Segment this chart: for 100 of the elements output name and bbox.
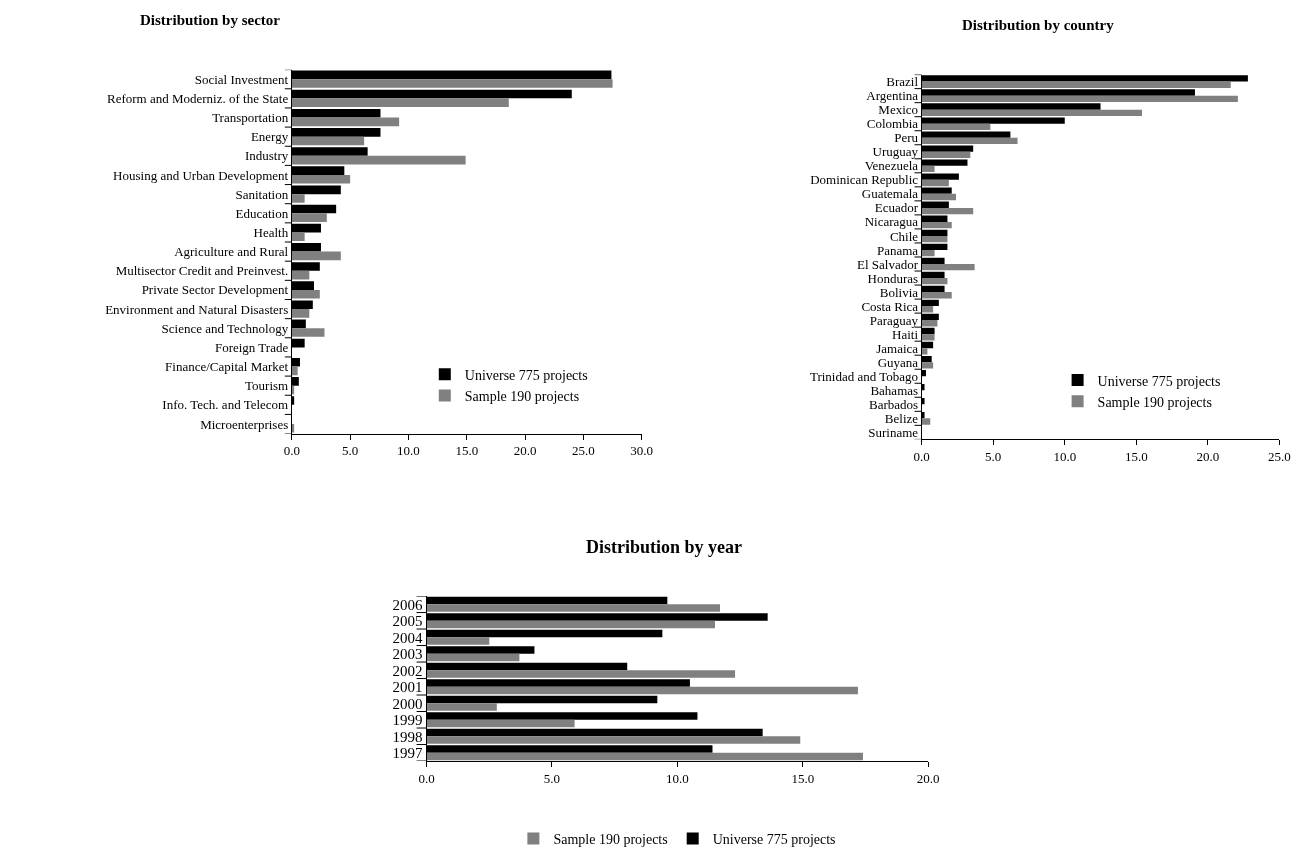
y-tick-label: Industry [244, 148, 289, 164]
y-tick-label: Suriname [868, 424, 919, 440]
x-tick-label: 15.0 [455, 443, 479, 459]
chart-title: Distribution by country [962, 17, 1115, 33]
bar [426, 604, 721, 612]
x-tick-label: 20.0 [916, 770, 940, 786]
bar [426, 653, 520, 662]
bar [921, 193, 957, 201]
bar [921, 264, 975, 271]
bar [426, 670, 736, 678]
y-tick-label: Science and Technology [161, 320, 289, 336]
bar [921, 235, 948, 243]
bar [921, 165, 935, 173]
y-tick-label: Microenterprises [200, 416, 289, 432]
bar [921, 207, 974, 215]
bar [426, 752, 863, 761]
bar [921, 334, 935, 341]
y-tick-label: Mexico [878, 102, 919, 118]
legend-label: Universe 775 projects [712, 832, 836, 848]
bar [291, 136, 365, 146]
y-tick-label: Barbados [868, 396, 919, 412]
bar [291, 270, 310, 280]
y-tick-label: Health [253, 225, 289, 240]
bar [291, 98, 509, 107]
chart-title: Distribution by year [586, 537, 743, 557]
y-tick-label: Uruguay [872, 144, 919, 160]
y-tick-label: Nicaragua [864, 214, 919, 230]
x-tick-label: 20.0 [1196, 448, 1220, 464]
y-tick-label: Agriculture and Rural [174, 244, 289, 260]
y-tick-label: 1999 [392, 712, 423, 729]
y-tick-label: Brazil [886, 74, 919, 90]
bar [291, 194, 305, 203]
bar [426, 719, 575, 728]
bar [291, 174, 351, 184]
bar [921, 292, 952, 299]
bar [291, 423, 295, 433]
x-tick-label: 25.0 [1268, 448, 1291, 464]
bar [291, 328, 325, 337]
bar [921, 179, 949, 187]
bar [291, 251, 341, 261]
bar [921, 221, 952, 229]
x-tick-label: 5.0 [342, 443, 359, 459]
y-tick-label: Panama [876, 242, 919, 258]
y-tick-label: Energy [250, 129, 289, 145]
y-tick-label: Guatemala [861, 186, 919, 202]
bar [291, 117, 400, 127]
y-tick-label: Belize [884, 410, 919, 426]
y-tick-label: 2000 [392, 695, 423, 712]
bar [291, 366, 298, 376]
y-tick-label: El Salvador [857, 256, 919, 272]
y-tick-label: Venezuela [864, 158, 919, 174]
bar [426, 637, 490, 645]
bar [291, 213, 327, 222]
bar [291, 232, 305, 242]
y-tick-label: 2003 [392, 646, 423, 663]
y-tick-label: Ecuador [874, 200, 919, 216]
y-tick-label: Costa Rica [861, 298, 919, 314]
bar [291, 79, 613, 88]
bar [921, 95, 1238, 102]
x-tick-label: 15.0 [791, 770, 815, 786]
bar [921, 306, 934, 313]
bar [921, 137, 1018, 145]
y-tick-label: Peru [894, 130, 919, 146]
bar [426, 703, 497, 711]
y-tick-label: 2002 [392, 662, 423, 679]
x-tick-label: 10.0 [1053, 448, 1077, 464]
x-tick-label: 30.0 [630, 443, 654, 459]
y-tick-label: 1997 [392, 745, 424, 762]
x-tick-label: 5.0 [985, 448, 1002, 464]
y-tick-label: Sanitation [235, 186, 289, 202]
y-tick-label: 2001 [392, 679, 423, 696]
legend-label: Sample 190 projects [1097, 394, 1212, 410]
y-tick-label: Housing and Urban Development [113, 167, 289, 183]
y-tick-label: 2004 [392, 629, 424, 646]
y-tick-label: Transportation [212, 110, 289, 126]
y-tick-label: 2005 [392, 613, 423, 630]
x-tick-label: 15.0 [1124, 448, 1148, 464]
bar [921, 249, 935, 257]
y-tick-label: Chile [889, 228, 919, 244]
x-tick-label: 0.0 [913, 448, 930, 464]
bar [426, 736, 801, 744]
y-tick-label: 1998 [392, 728, 423, 745]
y-tick-label: Bolivia [879, 284, 919, 300]
bar [291, 309, 310, 318]
y-tick-label: Colombia [866, 116, 919, 132]
x-tick-label: 20.0 [513, 443, 537, 459]
bar [921, 81, 1231, 88]
y-tick-label: Jamaica [876, 340, 919, 356]
y-tick-label: Honduras [867, 270, 919, 286]
y-tick-label: Finance/Capital Market [165, 359, 289, 375]
y-tick-label: Multisector Credit and Preinvest. [115, 263, 289, 279]
y-tick-label: Dominican Republic [810, 172, 919, 188]
y-tick-label: Environment and Natural Disasters [105, 301, 289, 317]
y-tick-label: Education [235, 205, 289, 221]
legend-label: Sample 190 projects [464, 388, 580, 404]
y-tick-label: 2006 [392, 596, 424, 613]
y-tick-label: Tourism [245, 378, 289, 394]
bar [921, 278, 948, 285]
y-tick-label: Argentina [866, 88, 919, 104]
legend-label: Sample 190 projects [553, 832, 668, 848]
